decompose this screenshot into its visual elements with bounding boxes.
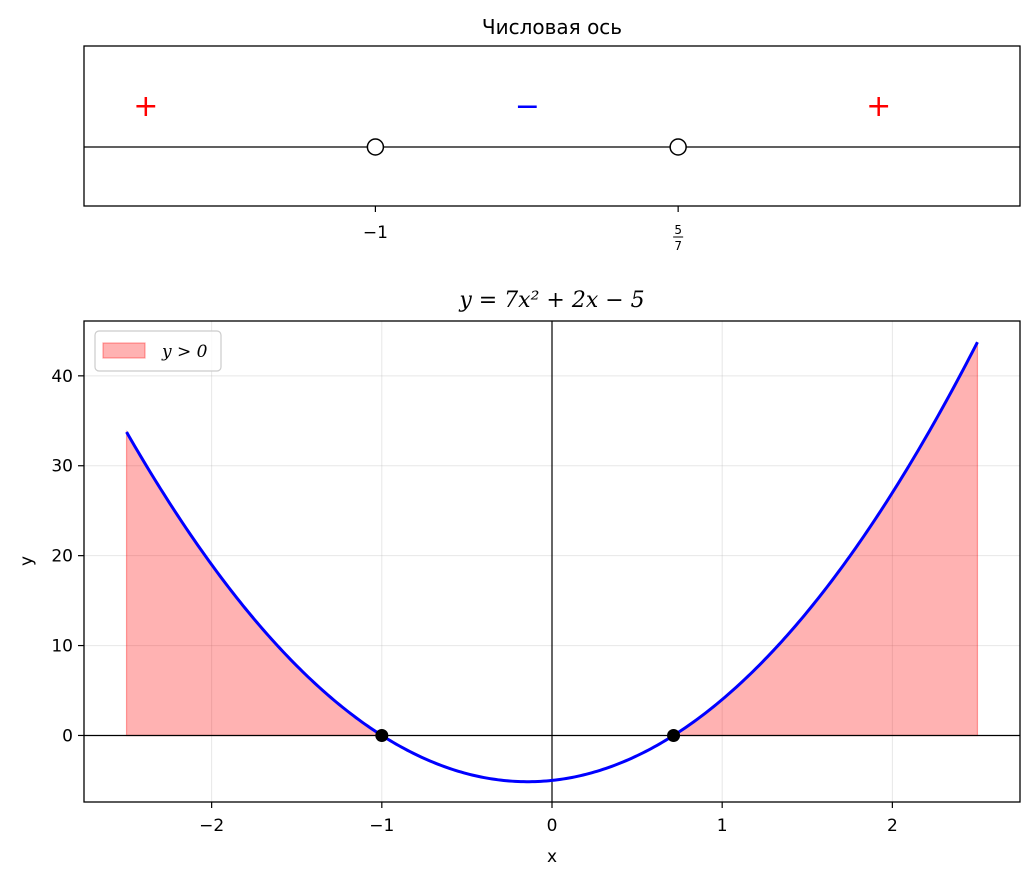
root-point	[667, 728, 681, 742]
x-tick-label: −2	[199, 816, 224, 836]
number-line-panel: Числовая ось + − + −1 5 7	[83, 15, 1021, 253]
x-tick-label: −1	[369, 816, 394, 836]
y-axis-label: y	[17, 556, 37, 566]
legend-swatch	[102, 342, 146, 359]
y-tick-label: 20	[51, 547, 73, 567]
y-tick-label: 30	[51, 457, 73, 477]
root-point	[375, 728, 389, 742]
tick-label-numerator: 5	[674, 223, 682, 237]
number-line-frame	[83, 45, 1021, 207]
x-axis-label: x	[547, 847, 557, 867]
y-ticks: 0 10 20 30 40	[51, 367, 84, 746]
number-line-title: Числовая ось	[482, 15, 622, 39]
sign-markers: + − +	[133, 89, 891, 124]
parabola-curve	[125, 341, 979, 784]
tick-label: −1	[363, 223, 388, 243]
tick-label-denominator: 7	[674, 239, 682, 253]
legend-label: y > 0	[161, 342, 208, 362]
critical-points	[366, 138, 687, 156]
y-tick-label: 0	[62, 726, 73, 746]
parabola-panel: y = 7x² + 2x − 5 −2 −1 0 1 2 0 10 20 30 40 x y y…	[17, 288, 1021, 867]
number-line-ticks: −1 5 7	[363, 206, 684, 253]
legend-frame	[94, 330, 222, 372]
x-tick-label: 2	[887, 816, 898, 836]
sign-marker: −	[515, 89, 540, 124]
sign-marker: +	[866, 89, 891, 124]
parabola-frame	[83, 320, 1021, 803]
open-point	[669, 138, 687, 156]
parabola-title: y = 7x² + 2x − 5	[458, 288, 644, 313]
x-tick-label: 1	[717, 816, 728, 836]
y-tick-label: 10	[51, 637, 73, 657]
sign-marker: +	[133, 89, 158, 124]
root-markers	[375, 728, 681, 742]
x-tick-label: 0	[547, 816, 558, 836]
zero-lines	[84, 321, 1020, 802]
open-point	[366, 138, 385, 156]
x-ticks: −2 −1 0 1 2	[199, 802, 898, 836]
y-tick-label: 40	[51, 367, 73, 387]
legend: y > 0	[94, 330, 222, 372]
